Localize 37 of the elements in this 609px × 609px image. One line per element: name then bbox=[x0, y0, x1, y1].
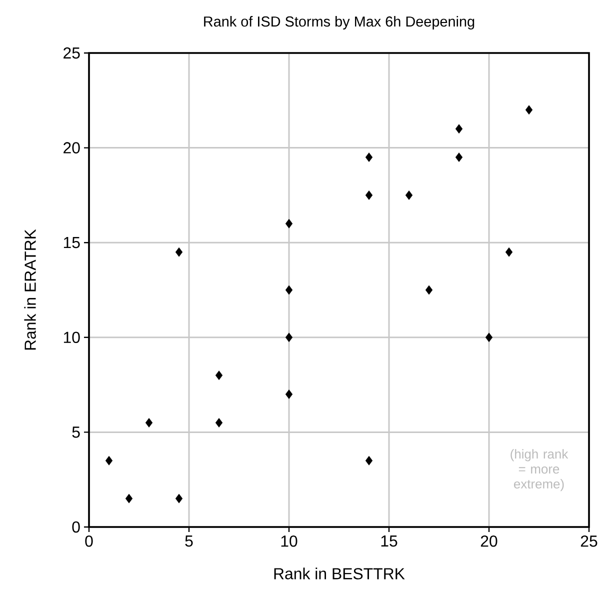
point bbox=[285, 285, 293, 295]
x-tick-label: 20 bbox=[480, 536, 498, 547]
point bbox=[525, 105, 533, 115]
point bbox=[455, 152, 463, 162]
x-tick-label: 25 bbox=[580, 536, 598, 547]
point bbox=[365, 456, 373, 466]
point bbox=[285, 332, 293, 342]
x-tick-label: 0 bbox=[85, 536, 93, 547]
point bbox=[455, 124, 463, 134]
point bbox=[105, 456, 113, 466]
point bbox=[505, 247, 513, 257]
y-tick-label: 0 bbox=[72, 521, 80, 533]
chart-title: Rank of ISD Storms by Max 6h Deepening bbox=[204, 16, 474, 30]
point bbox=[425, 285, 433, 295]
x-tick-label: 10 bbox=[281, 536, 298, 547]
point bbox=[405, 190, 413, 200]
point bbox=[365, 152, 373, 162]
point bbox=[145, 418, 153, 428]
x-tick-label: 15 bbox=[381, 536, 398, 547]
point bbox=[175, 247, 183, 257]
point bbox=[285, 218, 293, 228]
point bbox=[365, 190, 373, 200]
point bbox=[215, 370, 223, 380]
point bbox=[285, 390, 293, 399]
y-tick-label: 15 bbox=[64, 237, 80, 248]
y-tick-label: 10 bbox=[64, 332, 80, 344]
point bbox=[125, 494, 133, 504]
x-tick-label: 5 bbox=[185, 536, 193, 547]
point bbox=[215, 418, 223, 428]
point bbox=[175, 494, 183, 504]
point bbox=[485, 332, 493, 342]
y-tick-label: 5 bbox=[72, 426, 80, 438]
y-axis-title: Rank in ERATRK bbox=[24, 229, 36, 350]
y-tick-label: 25 bbox=[64, 47, 80, 59]
y-tick-label: 20 bbox=[64, 142, 80, 154]
x-axis-title: Rank in BESTTRK bbox=[274, 568, 405, 580]
annotation: (high rank = more extreme) bbox=[510, 449, 568, 492]
